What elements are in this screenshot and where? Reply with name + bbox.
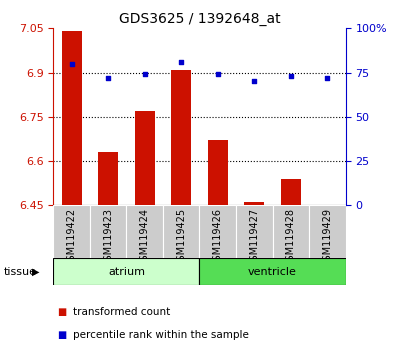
Point	[178, 59, 184, 65]
Bar	[236, 205, 273, 258]
Bar	[90, 205, 126, 258]
Bar	[135, 111, 155, 205]
Text: GSM119426: GSM119426	[213, 208, 223, 267]
Point	[251, 79, 258, 84]
Bar	[98, 152, 118, 205]
Bar	[273, 205, 309, 258]
Text: transformed count: transformed count	[73, 307, 170, 316]
Bar	[281, 179, 301, 205]
Text: GSM119427: GSM119427	[249, 208, 259, 267]
Point	[214, 72, 221, 77]
Text: tissue: tissue	[4, 267, 37, 277]
Text: GSM119428: GSM119428	[286, 208, 296, 267]
Text: GSM119425: GSM119425	[176, 208, 186, 267]
Text: ■: ■	[57, 330, 66, 339]
Bar	[199, 205, 236, 258]
Bar	[62, 31, 82, 205]
Bar	[163, 205, 199, 258]
Title: GDS3625 / 1392648_at: GDS3625 / 1392648_at	[118, 12, 280, 26]
Bar	[126, 205, 163, 258]
Point	[324, 75, 331, 81]
Bar	[199, 258, 346, 285]
Text: ■: ■	[57, 307, 66, 316]
Text: atrium: atrium	[108, 267, 145, 277]
Text: GSM119429: GSM119429	[322, 208, 332, 267]
Point	[68, 61, 75, 67]
Bar	[53, 258, 199, 285]
Point	[105, 75, 111, 81]
Text: GSM119423: GSM119423	[103, 208, 113, 267]
Text: percentile rank within the sample: percentile rank within the sample	[73, 330, 249, 339]
Bar	[309, 205, 346, 258]
Bar	[171, 70, 191, 205]
Point	[141, 72, 148, 77]
Text: ventricle: ventricle	[248, 267, 297, 277]
Bar	[208, 141, 228, 205]
Text: ▶: ▶	[32, 267, 40, 277]
Bar	[53, 205, 90, 258]
Text: GSM119422: GSM119422	[67, 208, 77, 267]
Text: GSM119424: GSM119424	[140, 208, 150, 267]
Bar	[244, 202, 264, 205]
Point	[288, 73, 294, 79]
